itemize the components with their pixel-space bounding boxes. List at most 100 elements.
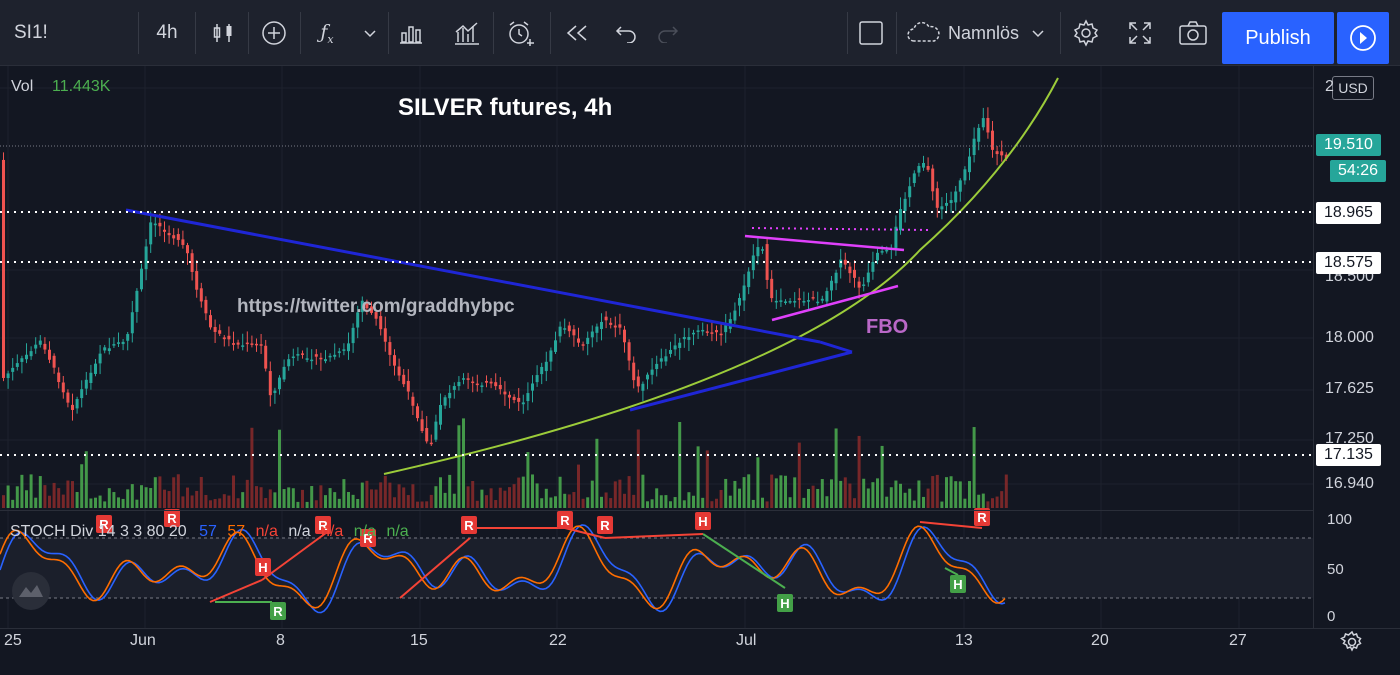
volume-bar [889,487,893,508]
stoch-na: n/a [321,523,344,540]
last-price-badge: 19.510 [1316,134,1381,156]
volume-bar [34,497,38,508]
volume-bar [305,501,309,508]
volume-bar [319,485,323,508]
candle-body [567,325,571,332]
candle-body [563,328,567,330]
time-axis[interactable] [0,628,1400,675]
volume-bar [163,489,166,508]
parabolic-curve[interactable] [383,77,1059,475]
volume-bar [678,421,682,508]
divergence-marker [315,516,331,534]
volume-bar [581,498,585,508]
divergence-marker-label: R [318,518,328,533]
volume-bar [351,494,355,508]
candle-body [25,354,28,360]
volume-bar [577,464,580,508]
volume-bar [517,477,521,508]
divergence-marker-label: R [560,513,570,528]
candle-body [554,340,557,352]
replay-button[interactable] [560,12,594,54]
publish-button[interactable]: Publish [1222,12,1334,64]
candle-body [374,312,378,319]
candle-body [84,379,88,389]
redo-button[interactable] [650,12,684,54]
candle-body [880,251,884,253]
currency-button[interactable]: USD [1332,76,1374,100]
undo-button[interactable] [610,12,644,54]
candle-body [991,130,994,150]
alert-button[interactable] [502,12,540,54]
volume-bar [103,501,107,508]
time-axis-settings-button[interactable] [1340,630,1364,659]
volume-bar [209,500,212,508]
templates-button[interactable] [450,12,484,54]
symbol-search[interactable]: SI1! [10,12,130,54]
snapshot-button[interactable] [1174,12,1212,54]
go-live-button[interactable] [1337,12,1389,64]
flag-dotted-line[interactable] [751,227,931,231]
volume-bar [360,482,364,508]
divergence-marker [777,594,793,612]
chevron-down-icon [364,30,376,38]
stoch-d-value: 57 [227,523,246,540]
flag-top-line[interactable] [744,234,905,252]
layout-name-dropdown[interactable]: Namnlös [906,12,1056,54]
tradingview-logo[interactable] [12,572,50,610]
interval-button[interactable]: 4h [145,12,189,54]
candle-body [255,343,258,346]
volume-bar [724,478,728,508]
replay-icon [566,25,587,41]
candle-body [857,281,861,288]
candle-body [356,312,360,328]
candle-body [232,343,235,345]
trendline-upper[interactable] [125,208,821,344]
volume-bar [301,489,304,508]
chart-type-button[interactable] [203,12,243,54]
candle-body [20,358,24,362]
volume-bar [733,480,737,508]
flag-bottom-line[interactable] [771,284,899,322]
candle-body [797,298,801,300]
gear-icon [1340,630,1362,652]
divergence-marker-label: R [273,604,283,619]
time-tick: 8 [276,632,285,649]
volume-bar [963,498,967,508]
indicators-button[interactable]: ƒx [312,12,342,54]
volume-bar [1000,491,1004,508]
layout-select-button[interactable] [856,12,886,54]
volume-bar [917,480,921,508]
candle-body [337,351,341,353]
volume-bar [328,488,332,508]
candle-body [512,396,516,400]
volume-bar [779,475,783,508]
fullscreen-button[interactable] [1122,12,1158,54]
financials-button[interactable] [396,12,426,54]
candle-body [388,342,392,355]
volume-bar [650,499,654,508]
volume-bar [264,498,268,508]
volume-bar [623,493,626,508]
settings-button[interactable] [1068,12,1104,54]
candle-body [862,284,866,286]
time-tick: 22 [549,632,567,649]
stoch-d-line [0,525,1006,610]
candle-body [692,332,695,335]
volume-bar [765,501,769,508]
stoch-legend[interactable]: STOCH Div 14 3 3 80 20 57 57 n/a n/a n/a… [10,523,409,541]
drawings[interactable] [0,77,1313,475]
trendline-cap[interactable] [819,340,853,354]
divergence-line [944,567,959,576]
trendline-lower[interactable] [629,350,853,412]
candle-body [705,331,709,333]
volume-bar [291,488,295,508]
stoch-na: n/a [353,523,376,540]
compare-button[interactable] [256,12,292,54]
volume-bar [494,500,498,508]
candle-body [89,372,93,384]
stoch-pane[interactable] [0,510,1313,628]
indicators-dropdown[interactable] [358,12,382,54]
stoch-axis[interactable] [1313,510,1400,628]
volume-bar [61,494,65,508]
